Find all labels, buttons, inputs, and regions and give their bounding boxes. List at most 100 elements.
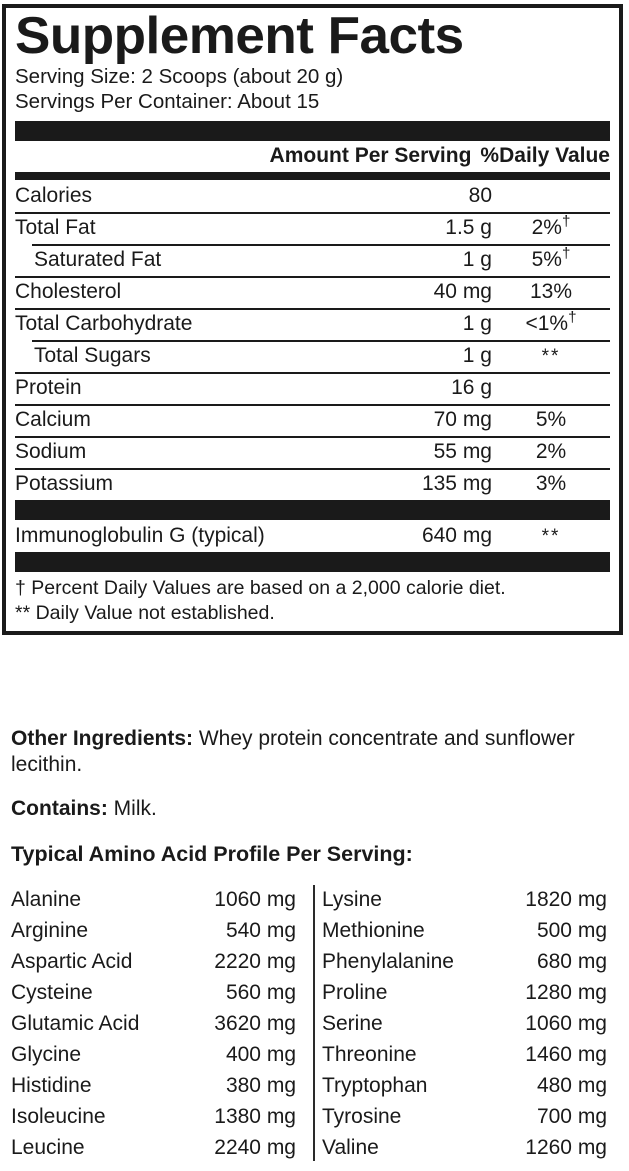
amino-acid-row: Lysine 1820 mg [322,884,607,915]
header-separator-bar [15,120,610,141]
amino-acid-name: Leucine [11,1136,85,1160]
daily-value-not-established-mark: ** [541,525,561,547]
amino-acid-amount: 560 mg [225,981,296,1005]
nutrient-row: Saturated Fat 1 g 5%† [15,243,610,276]
amino-acid-row: Cysteine 560 mg [11,977,296,1008]
nutrient-name: Protein [15,375,82,399]
other-ingredients-label: Other Ingredients: [11,727,194,750]
amino-acid-row: Leucine 2240 mg [11,1132,296,1163]
amino-acid-row: Phenylalanine 680 mg [322,946,607,977]
amino-acid-amount: 1260 mg [525,1136,607,1160]
amino-acid-row: Aspartic Acid 2220 mg [11,946,296,977]
amino-acid-name: Proline [322,981,388,1005]
amino-acid-column-divider [313,885,315,1162]
amino-acid-row: Glycine 400 mg [11,1039,296,1070]
nutrient-row: Potassium 135 mg 3% [15,467,610,500]
amino-acid-name: Alanine [11,888,82,912]
serving-size-text: Serving Size: 2 Scoops (about 20 g) [15,64,344,88]
extra-nutrient-rows: Immunoglobulin G (typical) 640 mg ** [15,520,610,552]
amino-acid-amount: 680 mg [536,950,607,974]
nutrient-amount: 1 g [462,247,492,271]
amino-acid-amount: 1280 mg [525,981,607,1005]
amino-acid-name: Cysteine [11,981,93,1005]
amino-acid-name: Phenylalanine [322,950,454,974]
amino-acid-amount: 1060 mg [214,888,296,912]
nutrient-daily-value: 2%† [531,212,571,239]
amino-acid-row: Tryptophan 480 mg [322,1070,607,1101]
amino-acid-name: Threonine [322,1043,417,1067]
row-divider [15,307,610,310]
amino-acid-name: Lysine [322,888,382,912]
amino-acid-amount: 400 mg [225,1043,296,1067]
row-divider [32,339,610,342]
row-divider [32,243,610,246]
amino-acid-row: Histidine 380 mg [11,1070,296,1101]
row-divider [15,435,610,438]
supplement-facts-panel: Supplement Facts Serving Size: 2 Scoops … [2,4,623,635]
nutrient-daily-value: 2% [535,439,567,463]
amino-acid-row: Tyrosine 700 mg [322,1101,607,1132]
other-ingredients-text: Whey protein concentrate and sunflower l… [11,727,575,777]
nutrient-daily-value: 3% [535,471,567,495]
footnote-line: † Percent Daily Values are based on a 2,… [15,576,506,599]
nutrient-name: Potassium [15,471,114,495]
row-divider [15,467,610,470]
nutrient-amount: 1 g [462,343,492,367]
amino-acid-column-right: Lysine 1820 mg Methionine 500 mg Phenylalani… [322,884,607,1163]
nutrient-amount: 55 mg [433,439,492,463]
nutrient-daily-value: 5% [535,407,567,431]
contains-label: Contains: [11,797,108,821]
amino-acid-column-left: Alanine 1060 mg Arginine 540 mg Aspartic Aci… [11,884,296,1163]
amino-acid-row: Isoleucine 1380 mg [11,1101,296,1132]
amino-acid-row: Glutamic Acid 3620 mg [11,1008,296,1039]
daily-value-not-established-mark: ** [541,345,561,367]
nutrient-row: Protein 16 g [15,371,610,404]
amino-acid-row: Methionine 500 mg [322,915,607,946]
nutrient-name: Total Carbohydrate [15,311,193,335]
extra-section-bar [15,499,610,520]
amino-acid-name: Tyrosine [322,1105,402,1129]
footnotes: † Percent Daily Values are based on a 2,… [15,572,610,627]
nutrient-row: Total Fat 1.5 g 2%† [15,211,610,244]
serving-info: Serving Size: 2 Scoops (about 20 g) Serv… [15,64,610,114]
footnote-separator-bar [15,551,610,572]
nutrient-row: Calories 80 [15,180,610,212]
amino-acid-name: Tryptophan [322,1074,428,1098]
amino-acid-name: Glycine [11,1043,82,1067]
contains-text: Milk. [107,797,157,821]
nutrient-name: Immunoglobulin G (typical) [15,523,265,547]
nutrient-daily-value: ** [492,525,610,546]
amino-acid-amount: 1820 mg [525,888,607,912]
amino-acid-name: Methionine [322,919,425,943]
row-divider [15,275,610,278]
amino-acid-row: Serine 1060 mg [322,1008,607,1039]
amino-acid-amount: 2240 mg [214,1136,296,1160]
nutrient-row: Immunoglobulin G (typical) 640 mg ** [15,520,610,552]
amino-acid-amount: 380 mg [225,1074,296,1098]
row-divider [15,403,610,406]
nutrient-name: Calcium [15,407,91,431]
dagger-footnote-mark: † [561,244,571,262]
amino-acid-table: Alanine 1060 mg Arginine 540 mg Aspartic Aci… [11,884,618,1163]
amino-acid-amount: 500 mg [536,919,607,943]
nutrient-row: Cholesterol 40 mg 13% [15,275,610,308]
nutrient-daily-value: ** [492,345,610,366]
amino-acid-heading: Typical Amino Acid Profile Per Serving: [11,842,413,867]
amino-acid-row: Threonine 1460 mg [322,1039,607,1070]
nutrient-amount: 135 mg [421,471,492,495]
nutrient-row: Calcium 70 mg 5% [15,403,610,436]
nutrient-row: Total Carbohydrate 1 g <1%† [15,307,610,340]
nutrient-name: Sodium [15,439,87,463]
nutrient-amount: 1 g [462,311,492,335]
amino-acid-amount: 2220 mg [214,950,296,974]
nutrient-amount: 640 mg [421,523,492,547]
nutrient-name: Saturated Fat [34,247,162,271]
dagger-footnote-mark: † [568,308,577,326]
nutrient-name: Total Fat [15,215,96,239]
amino-acid-name: Arginine [11,919,89,943]
amino-acid-amount: 480 mg [536,1074,607,1098]
nutrient-daily-value: <1%† [525,308,577,335]
amino-acid-amount: 700 mg [536,1105,607,1129]
nutrient-row: Sodium 55 mg 2% [15,435,610,468]
row-divider [15,211,610,214]
